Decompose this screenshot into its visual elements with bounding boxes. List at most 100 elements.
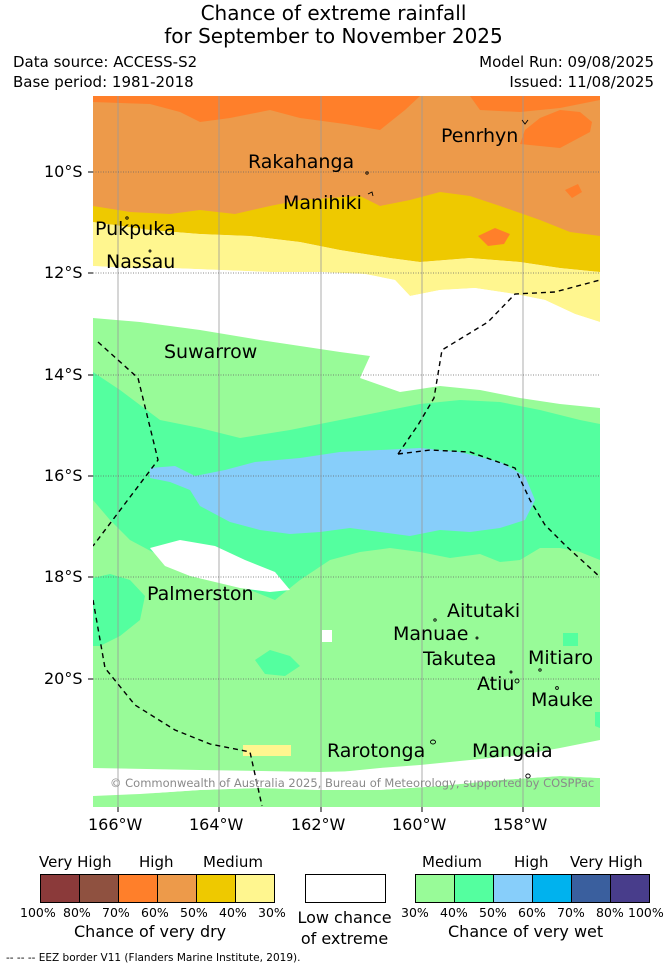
dry-header-medium: Medium [203, 853, 263, 871]
dry-high-patch [520, 110, 592, 148]
dry-tick-50: 50% [180, 905, 208, 920]
place-takutea: Takutea [423, 648, 497, 670]
wet-high-tiny-patch [563, 633, 578, 646]
eez-footnote: -- -- -- EEZ border V11 (Flanders Marine… [6, 952, 301, 964]
place-nassau: Nassau [106, 251, 176, 273]
dry-high-island-patch [478, 228, 510, 246]
wet-tick-100: 100% [628, 905, 664, 920]
dry-medium-region [93, 192, 600, 272]
model-run-label: Model Run: 09/08/2025 [479, 53, 654, 71]
dry-swatch-1 [41, 875, 80, 902]
wet-swatch-3 [494, 875, 533, 902]
wet-swatch-1 [416, 875, 455, 902]
low-chance-south-band [93, 760, 600, 796]
place-mauke: Mauke [531, 689, 594, 711]
lat-label-14s: 14°S [44, 365, 83, 384]
map-shading [93, 96, 600, 807]
dry-tick-80: 80% [63, 905, 91, 920]
low-chance-caption-2: of extreme [300, 929, 389, 948]
low-chance-swatch [305, 874, 386, 903]
wet-tick-50: 50% [479, 905, 507, 920]
issued-label: Issued: 11/08/2025 [509, 73, 654, 91]
dry-header-high: High [139, 853, 174, 871]
place-rakahanga: Rakahanga [248, 151, 355, 173]
lon-label-166w: 166°W [88, 815, 143, 834]
map-title-line1: Chance of extreme rainfall [200, 1, 467, 25]
dry-low-patch [243, 745, 291, 756]
lat-label-20s: 20°S [44, 669, 83, 688]
penrhyn-island-icon [521, 119, 529, 125]
lon-ticks [117, 807, 524, 812]
wet-caption: Chance of very wet [448, 922, 604, 941]
base-period-label: Base period: 1981-2018 [13, 73, 194, 91]
place-penrhyn: Penrhyn [441, 125, 519, 147]
lon-label-164w: 164°W [189, 815, 244, 834]
rakahanga-island-icon [365, 171, 369, 175]
dry-tick-70: 70% [102, 905, 130, 920]
wet-header-high: High [514, 853, 549, 871]
wet-high-small-patch [255, 650, 300, 676]
rarotonga-island-icon [430, 739, 436, 745]
wet-high-west-patch [93, 574, 145, 646]
dry-high-region-east [470, 96, 600, 112]
wet-colorbar [415, 874, 650, 903]
wet-tick-40: 40% [440, 905, 468, 920]
place-pukpuka: Pukpuka [95, 218, 176, 240]
wet-header-very-high: Very High [570, 853, 643, 871]
mauke-island-icon [555, 686, 559, 690]
place-suwarrow: Suwarrow [164, 341, 258, 363]
map-title-line2: for September to November 2025 [164, 24, 503, 48]
island-markers [125, 119, 559, 779]
place-mitiaro: Mitiaro [528, 647, 594, 669]
atiu-island-icon [514, 678, 520, 684]
wet-very-high-region [150, 448, 535, 536]
lat-ticks [88, 171, 93, 680]
manuae-island-icon [475, 636, 479, 640]
dry-caption: Chance of very dry [74, 922, 227, 941]
dry-tick-30: 30% [258, 905, 286, 920]
low-chance-band [93, 266, 600, 326]
wet-swatch-6 [611, 875, 649, 902]
low-chance-patch [150, 540, 290, 592]
wet-high-edge-patch [595, 712, 600, 728]
lat-label-10s: 10°S [44, 162, 83, 181]
manihiki-island-icon [367, 191, 374, 197]
wet-swatch-2 [455, 875, 494, 902]
lon-label-162w: 162°W [291, 815, 346, 834]
data-source-label: Data source: ACCESS-S2 [13, 53, 198, 71]
dry-swatch-3 [119, 875, 158, 902]
place-manuae: Manuae [393, 623, 469, 645]
pukpuka-island-icon [125, 216, 129, 220]
copyright-notice: © Commonwealth of Australia 2025, Bureau… [110, 776, 595, 790]
nassau-island-icon [148, 249, 152, 253]
lon-label-160w: 160°W [392, 815, 447, 834]
lat-label-16s: 16°S [44, 466, 83, 485]
wet-tick-80: 80% [596, 905, 624, 920]
dry-swatch-6 [236, 875, 274, 902]
wet-swatch-4 [533, 875, 572, 902]
lat-label-18s: 18°S [44, 567, 83, 586]
dry-header-very-high: Very High [39, 853, 112, 871]
dry-swatch-5 [197, 875, 236, 902]
wet-header-medium: Medium [422, 853, 482, 871]
dry-high-small-patch [565, 184, 582, 198]
wet-medium-south-strip [93, 776, 600, 807]
dry-tick-100: 100% [20, 905, 56, 920]
dry-low-region [93, 222, 600, 322]
latitude-gridlines [93, 171, 600, 680]
place-palmerston: Palmerston [147, 583, 254, 605]
lon-label-158w: 158°W [493, 815, 548, 834]
wet-tick-60: 60% [518, 905, 546, 920]
aitutaki-island-icon [433, 618, 437, 622]
dry-swatch-4 [158, 875, 197, 902]
place-atiu: Atiu [477, 673, 515, 695]
place-aitutaki: Aitutaki [447, 600, 521, 622]
mangaia-island-icon [525, 773, 531, 779]
lat-label-12s: 12°S [44, 263, 83, 282]
place-manihiki: Manihiki [283, 192, 362, 214]
place-rarotonga: Rarotonga [327, 740, 426, 762]
wet-tick-70: 70% [557, 905, 585, 920]
low-chance-small-patch [322, 630, 332, 642]
place-mangaia: Mangaia [472, 740, 553, 762]
